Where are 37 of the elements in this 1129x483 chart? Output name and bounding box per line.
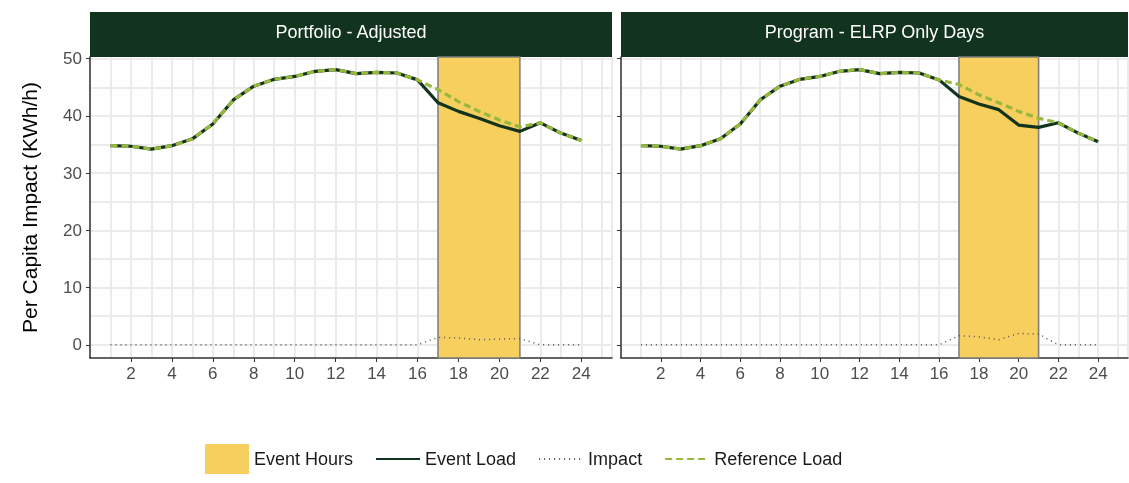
- x-tick-label: 12: [326, 364, 346, 383]
- x-tick-label: 20: [1009, 364, 1029, 383]
- chart-title: Portfolio - Adjusted: [275, 22, 427, 42]
- x-tick-label: 4: [167, 364, 177, 383]
- legend-label: Event Hours: [254, 449, 354, 469]
- y-tick-label: 40: [63, 106, 82, 126]
- x-tick-label: 16: [929, 364, 949, 383]
- y-axis-title: Per Capita Impact (KWh/h): [18, 82, 41, 333]
- x-tick-label: 18: [969, 364, 989, 383]
- x-tick-label: 22: [1048, 364, 1068, 383]
- x-tick-label: 16: [408, 364, 427, 383]
- x-tick-label: 4: [695, 364, 706, 383]
- legend-label: Impact: [588, 449, 643, 469]
- x-tick-label: 10: [285, 364, 305, 383]
- x-tick-label: 8: [775, 364, 785, 383]
- chart-title: Program - ELRP Only Days: [764, 22, 985, 42]
- x-tick-label: 14: [889, 364, 909, 383]
- x-tick-label: 14: [367, 364, 387, 383]
- x-tick-label: 24: [571, 364, 591, 383]
- y-tick-label: 10: [63, 278, 82, 298]
- x-tick-label: 24: [1088, 364, 1108, 383]
- x-tick-label: 8: [249, 364, 259, 383]
- x-tick-label: 6: [208, 364, 218, 383]
- x-tick-label: 12: [850, 364, 870, 383]
- y-tick-label: 50: [63, 49, 82, 69]
- x-tick-label: 2: [656, 364, 666, 383]
- x-tick-label: 20: [489, 364, 509, 383]
- x-tick-label: 22: [530, 364, 550, 383]
- x-tick-label: 2: [126, 364, 136, 383]
- x-tick-label: 10: [810, 364, 830, 383]
- legend-label: Reference Load: [714, 449, 843, 469]
- y-tick-label: 0: [72, 335, 82, 355]
- legend-label: Event Load: [425, 449, 517, 469]
- y-tick-label: 20: [63, 220, 82, 240]
- x-tick-label: 6: [735, 364, 746, 383]
- y-tick-label: 30: [63, 163, 82, 183]
- x-tick-label: 18: [449, 364, 468, 383]
